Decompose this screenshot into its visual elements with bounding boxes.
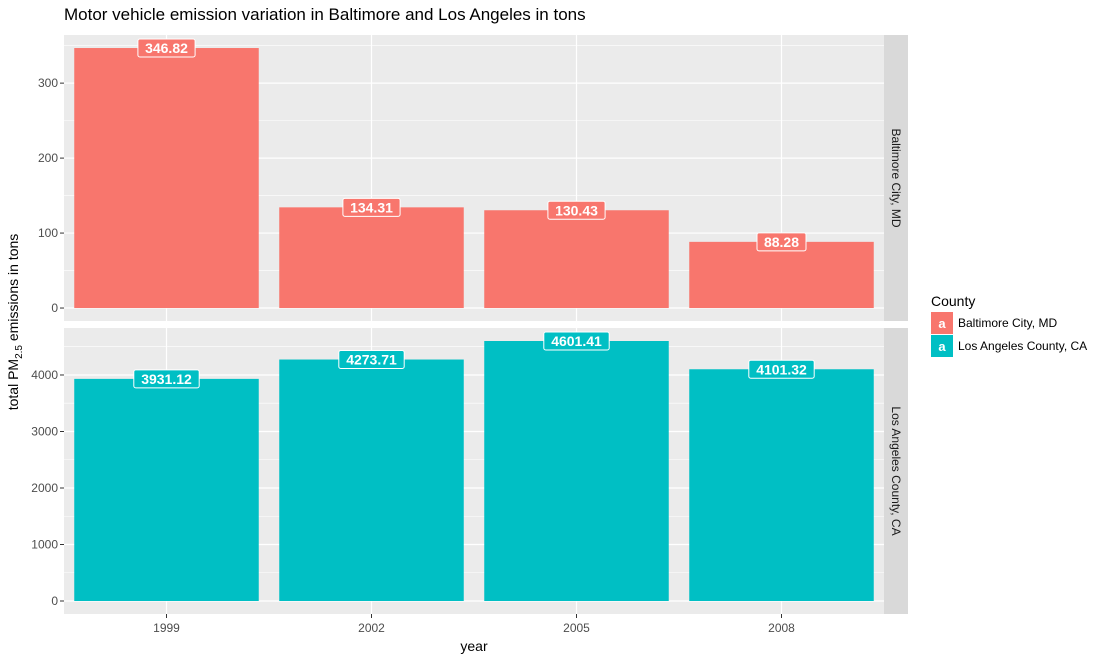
legend: County a Baltimore City, MD a Los Angeles C… xyxy=(931,293,1087,357)
legend-entry-los-angeles-county-ca: a Los Angeles County, CA xyxy=(931,335,1087,357)
x-tick-label: 2002 xyxy=(358,621,385,635)
x-axis: 1999 2002 2005 2008 xyxy=(153,614,795,635)
data-label-box xyxy=(137,38,196,58)
legend-key xyxy=(931,312,953,334)
y-tick-label: 200 xyxy=(38,151,58,165)
legend-label: Los Angeles County, CA xyxy=(958,339,1087,353)
data-label-box xyxy=(338,350,405,370)
facet-strip xyxy=(884,328,908,614)
legend-key-glyph: a xyxy=(938,339,946,354)
y-axis-title-suffix: emissions in tons xyxy=(5,234,21,345)
data-label-box xyxy=(342,197,401,217)
data-label-los-angeles-county-ca-1999: 3931.12 xyxy=(133,369,200,389)
y-tick-label: 4000 xyxy=(31,368,58,382)
legend-key xyxy=(931,335,953,357)
data-label-los-angeles-county-ca-2005: 4601.41 xyxy=(543,331,610,351)
bar-los-angeles-county-ca-2002 xyxy=(279,359,464,602)
data-label-baltimore-city-md-2008: 88.28 xyxy=(756,232,807,252)
data-label-text: 130.43 xyxy=(555,202,598,218)
y-tick-label: 100 xyxy=(38,226,58,240)
data-label-text: 88.28 xyxy=(764,234,799,250)
bar-baltimore-city-md-2002 xyxy=(279,207,464,309)
facet-strip-label: Baltimore City, MD xyxy=(889,128,903,227)
y-tick-label: 0 xyxy=(51,301,58,315)
data-label-text: 3931.12 xyxy=(141,371,192,387)
data-label-text: 346.82 xyxy=(145,40,188,56)
bar-baltimore-city-md-1999 xyxy=(74,48,259,309)
bar-baltimore-city-md-2005 xyxy=(484,210,669,309)
bar-los-angeles-county-ca-1999 xyxy=(74,378,259,602)
x-tick-label: 2005 xyxy=(563,621,590,635)
y-axis-title-prefix: total PM xyxy=(5,359,21,410)
data-label-text: 134.31 xyxy=(350,199,393,215)
data-label-box xyxy=(547,200,606,220)
data-label-text: 4601.41 xyxy=(551,333,602,349)
data-label-baltimore-city-md-1999: 346.82 xyxy=(137,38,196,58)
legend-key-glyph: a xyxy=(938,316,946,331)
data-label-box xyxy=(133,369,200,389)
bar-los-angeles-county-ca-2008 xyxy=(689,369,874,602)
data-label-text: 4273.71 xyxy=(346,352,397,368)
y-tick-label: 0 xyxy=(51,594,58,608)
x-tick-label: 2008 xyxy=(768,621,795,635)
data-label-los-angeles-county-ca-2008: 4101.32 xyxy=(748,359,815,379)
y-axis-title: total PM2.5 emissions in tons xyxy=(5,234,25,411)
data-label-box xyxy=(543,331,610,351)
bar-baltimore-city-md-2008 xyxy=(689,241,874,309)
y-tick-label: 300 xyxy=(38,76,58,90)
y-tick-label: 2000 xyxy=(31,481,58,495)
chart-title: Motor vehicle emission variation in Balt… xyxy=(64,5,586,24)
y-axis-title-subscript: 2.5 xyxy=(14,345,25,359)
y-tick-label: 1000 xyxy=(31,537,58,551)
data-label-los-angeles-county-ca-2002: 4273.71 xyxy=(338,350,405,370)
facet-strip-label: Los Angeles County, CA xyxy=(889,406,903,535)
facet-panels: 0 100 200 300 346.82 134.31 130.43 88.28 Baltimo… xyxy=(31,35,908,614)
facet-baltimore-city-md: 0 100 200 300 346.82 134.31 130.43 88.28 Baltimo… xyxy=(38,35,908,321)
facet-strip xyxy=(884,35,908,321)
data-label-box xyxy=(756,232,807,252)
data-label-baltimore-city-md-2005: 130.43 xyxy=(547,200,606,220)
bar-los-angeles-county-ca-2005 xyxy=(484,341,669,602)
x-axis-title: year xyxy=(460,638,488,654)
data-label-text: 4101.32 xyxy=(756,361,807,377)
legend-label: Baltimore City, MD xyxy=(958,316,1057,330)
data-label-baltimore-city-md-2002: 134.31 xyxy=(342,197,401,217)
x-tick-label: 1999 xyxy=(153,621,180,635)
legend-title: County xyxy=(931,293,975,309)
data-label-box xyxy=(748,359,815,379)
legend-entry-baltimore-city-md: a Baltimore City, MD xyxy=(931,312,1057,334)
facet-los-angeles-county-ca: 0 1000 2000 3000 4000 3931.12 4273.71 4601.41 41… xyxy=(31,328,908,614)
y-tick-label: 3000 xyxy=(31,424,58,438)
